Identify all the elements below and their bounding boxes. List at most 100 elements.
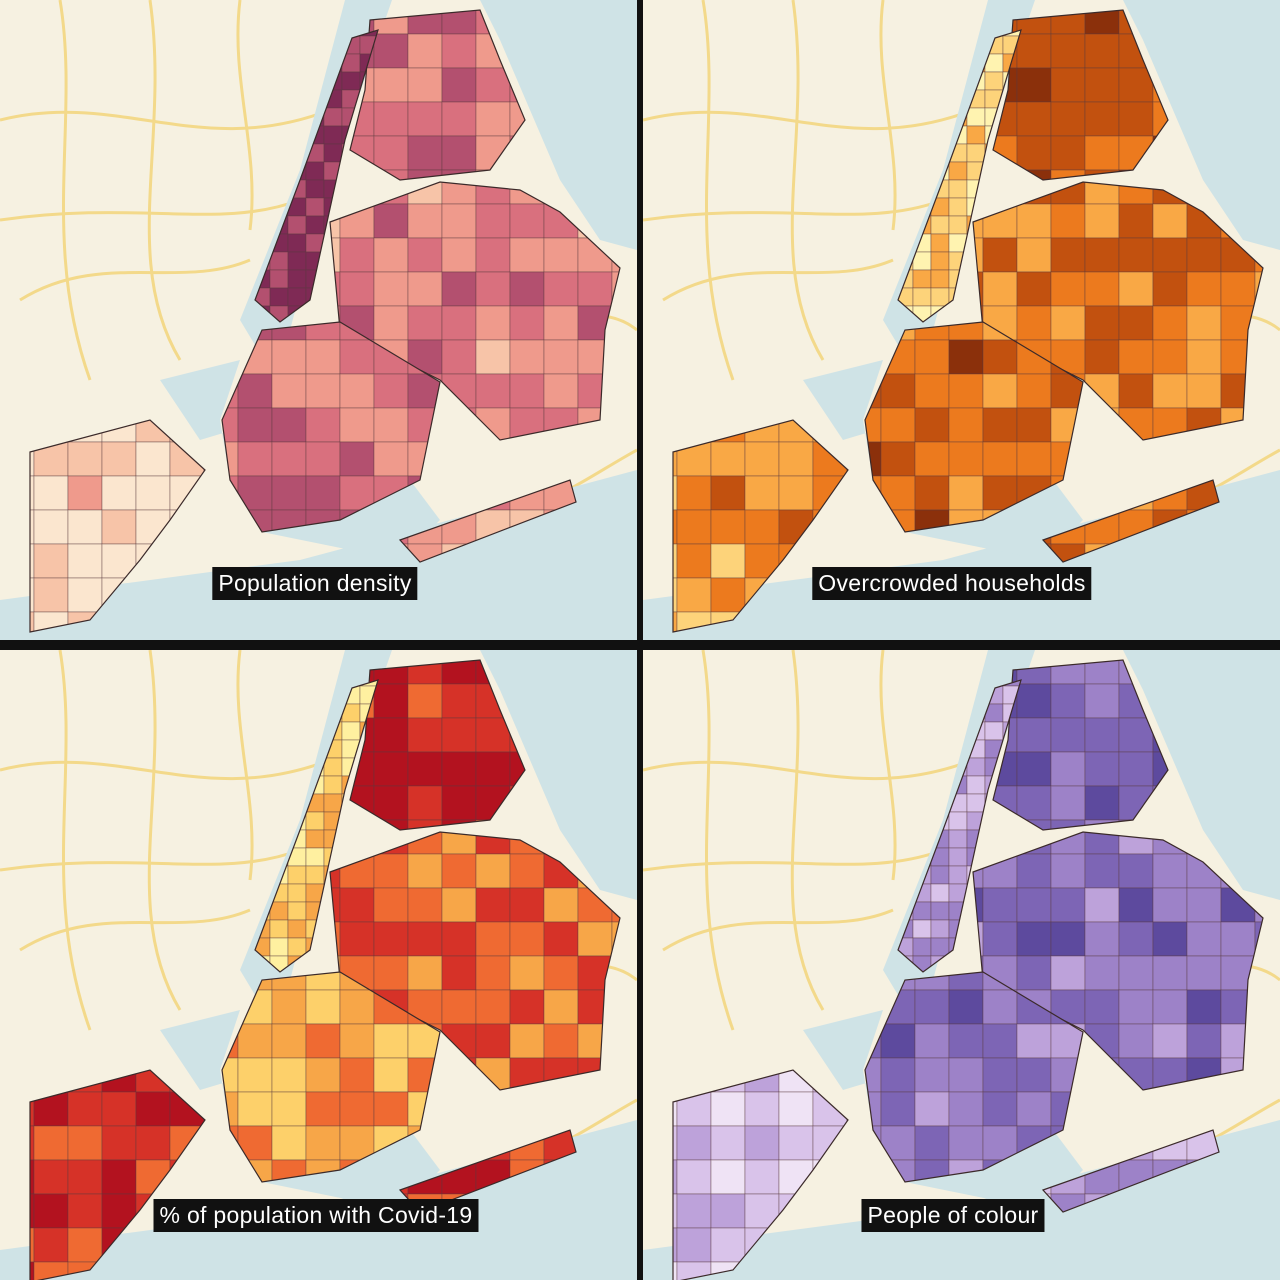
neighbourhood <box>33 509 69 545</box>
neighbourhood <box>101 441 137 477</box>
neighbourhood <box>237 373 273 409</box>
neighbourhood <box>912 287 932 307</box>
neighbourhood <box>1016 101 1052 137</box>
neighbourhood <box>135 441 171 477</box>
neighbourhood <box>1084 135 1120 171</box>
neighbourhood <box>33 475 69 511</box>
road <box>0 198 301 222</box>
neighbourhood <box>441 339 477 375</box>
neighbourhood <box>475 339 511 375</box>
neighbourhood <box>67 475 103 511</box>
neighbourhood <box>441 135 477 171</box>
neighbourhood <box>271 475 307 511</box>
neighbourhood <box>305 179 325 199</box>
neighbourhood <box>407 203 443 239</box>
neighbourhood <box>441 101 477 137</box>
neighbourhood <box>441 237 477 273</box>
neighbourhood <box>407 237 443 273</box>
road <box>643 198 944 222</box>
neighbourhood <box>373 67 409 103</box>
neighbourhood <box>373 271 409 307</box>
neighbourhood <box>475 237 511 273</box>
water <box>0 470 637 640</box>
neighbourhood <box>339 373 375 409</box>
neighbourhood <box>271 441 307 477</box>
road <box>701 0 735 381</box>
neighbourhood <box>33 577 69 613</box>
neighbourhood <box>305 407 341 443</box>
neighbourhood <box>475 101 511 137</box>
neighbourhood <box>373 135 409 171</box>
neighbourhood <box>1050 135 1086 171</box>
neighbourhood <box>1118 237 1154 273</box>
neighbourhood <box>1084 203 1120 239</box>
neighbourhood <box>407 373 440 409</box>
neighbourhood <box>1084 237 1120 273</box>
neighbourhood <box>407 67 443 103</box>
neighbourhood <box>373 407 409 443</box>
neighbourhood <box>912 269 932 289</box>
road <box>879 0 897 231</box>
neighbourhood <box>948 197 968 217</box>
neighbourhood <box>1016 135 1052 171</box>
neighbourhood <box>305 373 341 409</box>
neighbourhood <box>948 161 968 181</box>
neighbourhood <box>407 169 443 180</box>
neighbourhood <box>373 203 409 239</box>
neighbourhood <box>982 271 1018 307</box>
borough-outline <box>29 419 206 633</box>
neighbourhood <box>287 251 307 271</box>
neighbourhood <box>305 339 341 375</box>
neighbourhood <box>1016 203 1052 239</box>
neighbourhood <box>407 101 443 137</box>
neighbourhood <box>509 203 545 239</box>
neighbourhood <box>33 543 69 579</box>
neighbourhood <box>339 475 375 511</box>
road <box>19 258 251 302</box>
neighbourhood <box>1186 237 1222 273</box>
neighbourhood <box>509 237 545 273</box>
neighbourhood <box>543 373 579 409</box>
neighbourhood <box>305 441 341 477</box>
neighbourhood <box>441 305 477 341</box>
neighbourhood <box>269 251 289 271</box>
road <box>790 0 825 361</box>
neighbourhood <box>1050 271 1086 307</box>
neighbourhood <box>1050 203 1086 239</box>
neighbourhood <box>1084 67 1120 103</box>
neighbourhood <box>509 305 545 341</box>
neighbourhood <box>269 287 289 307</box>
neighbourhood <box>966 125 986 145</box>
neighbourhood <box>67 577 103 613</box>
neighbourhood <box>407 305 443 341</box>
neighbourhood <box>305 197 325 217</box>
neighbourhood <box>407 271 443 307</box>
neighbourhood <box>948 215 968 235</box>
neighbourhood <box>339 407 375 443</box>
borough-outline <box>349 9 526 181</box>
neighbourhood <box>1152 237 1188 273</box>
neighbourhood <box>1016 271 1052 307</box>
road <box>147 0 182 361</box>
neighbourhood <box>930 251 950 271</box>
neighbourhood <box>305 215 325 235</box>
neighbourhood <box>237 441 273 477</box>
neighbourhood <box>373 237 409 273</box>
neighbourhood <box>341 71 361 91</box>
neighbourhood <box>543 339 579 375</box>
neighbourhood <box>287 269 307 289</box>
borough-outline <box>221 321 441 533</box>
neighbourhood <box>373 33 409 69</box>
neighbourhood <box>67 543 103 579</box>
neighbourhood <box>1084 33 1120 69</box>
neighbourhood <box>1050 169 1086 180</box>
neighbourhood <box>930 233 950 253</box>
neighbourhood <box>543 237 579 273</box>
neighbourhood <box>1050 33 1086 69</box>
neighbourhood <box>441 67 477 103</box>
neighbourhood <box>1118 101 1154 137</box>
neighbourhood <box>373 101 409 137</box>
road <box>236 0 254 231</box>
neighbourhood <box>912 251 932 271</box>
